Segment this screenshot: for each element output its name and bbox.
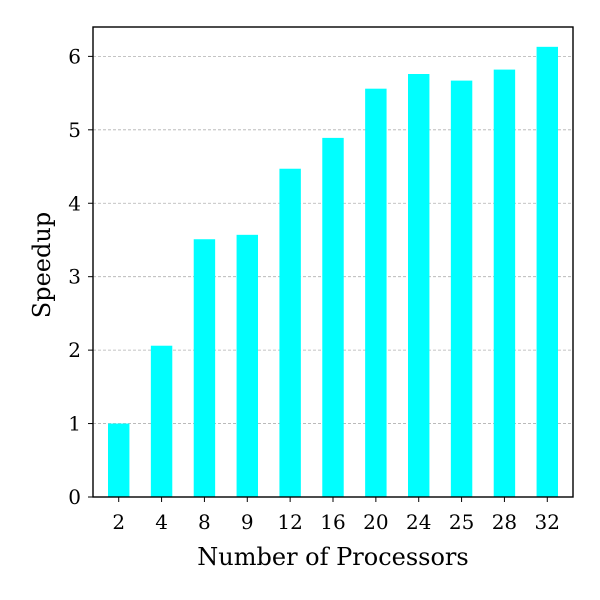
x-tick-label: 20: [363, 510, 388, 534]
bar-25: [450, 80, 473, 497]
bar-2: [108, 423, 130, 497]
x-tick-label: 24: [406, 510, 431, 534]
bar-12: [279, 168, 301, 497]
y-tick-label: 2: [68, 338, 81, 362]
y-tick-label: 0: [68, 485, 81, 509]
bar-16: [322, 137, 344, 497]
bar-28: [493, 69, 516, 497]
x-tick-label: 12: [277, 510, 302, 534]
x-tick-label: 9: [241, 510, 254, 534]
y-axis-label: Speedup: [28, 212, 56, 318]
bar-32: [536, 46, 558, 497]
x-axis-ticks: 2 4 8 9 12 16 20 24 25 28 32: [112, 497, 560, 534]
y-tick-label: 1: [68, 412, 81, 436]
x-tick-label: 8: [198, 510, 211, 534]
bar-24: [408, 74, 430, 497]
y-tick-label: 5: [68, 118, 81, 142]
bars: [108, 46, 558, 497]
x-tick-label: 16: [320, 510, 345, 534]
x-tick-label: 4: [155, 510, 168, 534]
bar-20: [365, 88, 387, 497]
y-tick-label: 4: [68, 191, 81, 215]
bar-9: [236, 234, 258, 497]
x-tick-label: 32: [535, 510, 560, 534]
x-axis-label: Number of Processors: [197, 543, 468, 571]
bar-8: [193, 239, 216, 497]
y-tick-label: 6: [68, 44, 81, 68]
y-tick-label: 3: [68, 265, 81, 289]
bar-4: [150, 345, 173, 497]
y-axis-ticks: 0 1 2 3 4 5 6: [68, 44, 93, 509]
x-tick-label: 25: [449, 510, 474, 534]
x-tick-label: 28: [492, 510, 517, 534]
x-tick-label: 2: [112, 510, 125, 534]
